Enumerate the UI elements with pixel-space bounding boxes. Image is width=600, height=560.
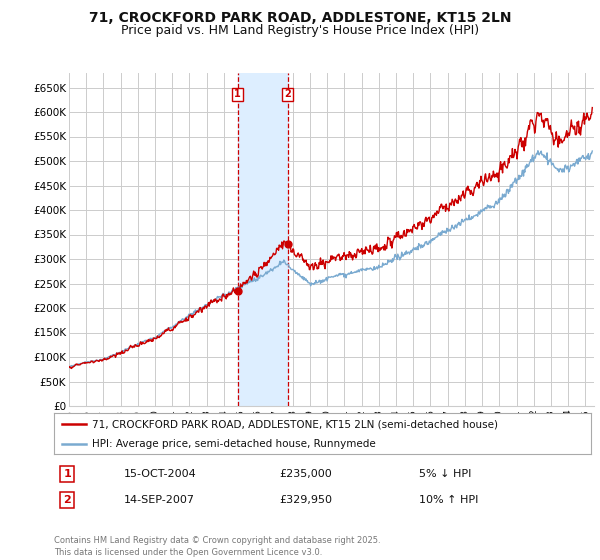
Text: 2: 2 <box>64 495 71 505</box>
Text: £329,950: £329,950 <box>280 495 332 505</box>
Text: 71, CROCKFORD PARK ROAD, ADDLESTONE, KT15 2LN (semi-detached house): 71, CROCKFORD PARK ROAD, ADDLESTONE, KT1… <box>92 419 497 429</box>
Text: Price paid vs. HM Land Registry's House Price Index (HPI): Price paid vs. HM Land Registry's House … <box>121 24 479 36</box>
Text: Contains HM Land Registry data © Crown copyright and database right 2025.
This d: Contains HM Land Registry data © Crown c… <box>54 536 380 557</box>
Text: 14-SEP-2007: 14-SEP-2007 <box>124 495 195 505</box>
Text: £235,000: £235,000 <box>280 469 332 479</box>
Text: 15-OCT-2004: 15-OCT-2004 <box>124 469 197 479</box>
Text: 5% ↓ HPI: 5% ↓ HPI <box>419 469 472 479</box>
Text: 1: 1 <box>64 469 71 479</box>
Text: 2: 2 <box>284 90 291 100</box>
Text: HPI: Average price, semi-detached house, Runnymede: HPI: Average price, semi-detached house,… <box>92 438 376 449</box>
Bar <box>238 73 288 406</box>
Text: 10% ↑ HPI: 10% ↑ HPI <box>419 495 479 505</box>
Text: 71, CROCKFORD PARK ROAD, ADDLESTONE, KT15 2LN: 71, CROCKFORD PARK ROAD, ADDLESTONE, KT1… <box>89 11 511 25</box>
Text: 1: 1 <box>234 90 241 100</box>
